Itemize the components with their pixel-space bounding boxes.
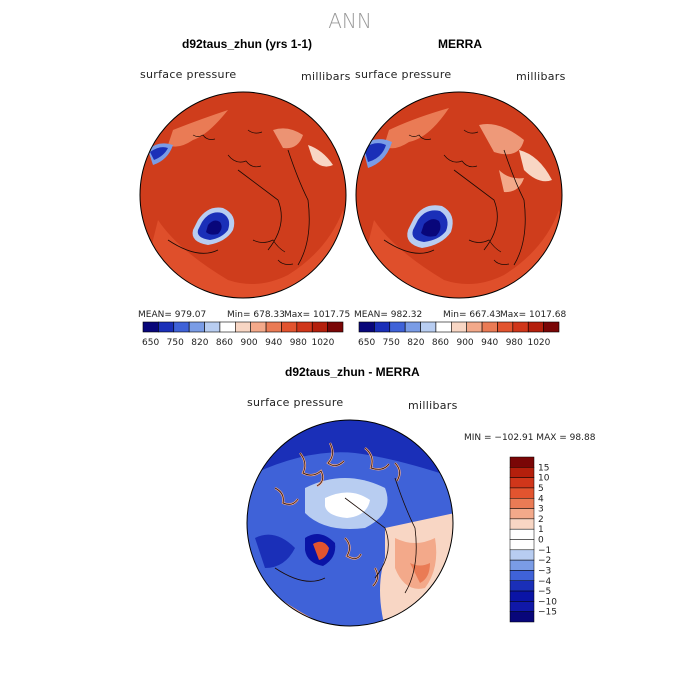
panel-2-max: Max= 1017.68 — [500, 310, 567, 320]
panel-1-colorbar-tick-label: 980 — [290, 338, 307, 348]
panel-3-colorbar-swatch — [509, 601, 535, 612]
panel-2-colorbar-tick-label: 900 — [456, 338, 473, 348]
panel-1-colorbar-tick-label: 1020 — [311, 338, 334, 348]
panel-2-colorbar-swatch — [404, 321, 421, 333]
panel-1-colorbar-swatch — [265, 321, 282, 333]
panel-1-polar-map — [139, 91, 347, 299]
panel-3-units-label: millibars — [408, 399, 458, 412]
panel-2-colorbar-swatch — [543, 321, 560, 333]
panel-1-colorbar-tick-label: 820 — [191, 338, 208, 348]
panel-1-colorbar-tick-label: 900 — [240, 338, 257, 348]
panel-2-units-label: millibars — [516, 70, 566, 83]
panel-1-colorbar-swatch — [281, 321, 298, 333]
panel-3-colorbar-tick-label: 3 — [538, 505, 544, 515]
panel-2-mean: MEAN= 982.32 — [354, 310, 423, 320]
panel-3-colorbar-tick-label: −5 — [538, 587, 551, 597]
panel-3-colorbar-swatch — [509, 498, 535, 509]
panel-2-colorbar-swatch — [466, 321, 483, 333]
panel-1-colorbar-swatch — [158, 321, 175, 333]
panel-1-mean: MEAN= 979.07 — [138, 310, 207, 320]
panel-1-variable-label: surface pressure — [140, 68, 237, 81]
panel-2-colorbar-tick-label: 860 — [432, 338, 449, 348]
panel-1-colorbar-swatch — [219, 321, 236, 333]
panel-2-colorbar-swatch — [389, 321, 406, 333]
panel-3-colorbar-swatch — [509, 549, 535, 561]
panel-2-colorbar-swatch — [527, 321, 544, 333]
panel-2-colorbar-tick-label: 650 — [358, 338, 375, 348]
panel-1-colorbar-tick-label: 750 — [167, 338, 184, 348]
panel-3-colorbar-tick-label: −15 — [538, 608, 557, 618]
panel-1-colorbar-tick-label: 940 — [265, 338, 282, 348]
panel-1-colorbar-swatch — [142, 321, 159, 333]
panel-3-colorbar-tick-label: −4 — [538, 577, 552, 587]
panel-3-colorbar-tick-label: 10 — [538, 474, 550, 484]
panel-2-colorbar-tick-label: 1020 — [527, 338, 550, 348]
panel-2-polar-map — [355, 91, 563, 299]
panel-3-colorbar-swatch — [509, 477, 535, 489]
panel-1-colorbar: 650 750 820 860 900 940 980 1020 — [142, 321, 344, 348]
panel-2-colorbar-tick-label: 980 — [506, 338, 523, 348]
panel-1-colorbar-swatch — [204, 321, 221, 333]
panel-3-colorbar-swatch — [509, 570, 535, 581]
panel-1-colorbar-swatch — [327, 321, 344, 333]
panel-3-colorbar-swatch — [509, 528, 535, 540]
panel-1-colorbar-tick-label: 860 — [216, 338, 233, 348]
panel-2-colorbar-swatch — [512, 321, 529, 333]
panel-1-colorbar-swatch — [188, 321, 205, 333]
panel-1-units-label: millibars — [301, 70, 351, 83]
panel-2-colorbar-swatch — [358, 321, 375, 333]
panel-3-colorbar-tick-label: −3 — [538, 566, 551, 576]
panel-3-colorbar-tick-label: 5 — [538, 484, 544, 494]
panel-3-variable-label: surface pressure — [247, 396, 344, 409]
panel-3-colorbar-tick-label: 2 — [538, 515, 544, 525]
panel-2-colorbar-swatch — [435, 321, 452, 333]
panel-3-polar-map — [246, 419, 454, 627]
panel-2-colorbar: 650 750 820 860 900 940 980 1020 — [358, 321, 560, 348]
panel-2-title: MERRA — [438, 37, 482, 51]
panel-3-colorbar-tick-label: 0 — [538, 536, 544, 546]
panel-3-colorbar-swatch — [509, 487, 535, 499]
panel-3-colorbar-tick-label: 1 — [538, 525, 544, 535]
panel-3-colorbar-swatch — [509, 467, 535, 478]
panel-3-colorbar-swatch — [509, 559, 535, 571]
panel-1-colorbar-swatch — [311, 321, 328, 333]
panel-2-colorbar-tick-label: 940 — [481, 338, 498, 348]
panel-1-max: Max= 1017.75 — [284, 310, 351, 320]
panel-3-colorbar-swatch — [509, 539, 535, 551]
panel-1-colorbar-swatch — [296, 321, 313, 333]
panel-1-colorbar-swatch — [250, 321, 267, 333]
page-title: ANN — [328, 9, 372, 33]
panel-3-colorbar-tick-label: −2 — [538, 556, 551, 566]
panel-2-colorbar-tick-label: 750 — [383, 338, 400, 348]
panel-1-min: Min= 678.33 — [227, 310, 285, 320]
panel-2-variable-label: surface pressure — [355, 68, 452, 81]
panel-3-colorbar-swatch — [509, 580, 535, 592]
panel-3-colorbar-swatch — [509, 611, 535, 623]
panel-2-colorbar-swatch — [497, 321, 514, 333]
panel-3-colorbar-swatch — [509, 518, 535, 530]
panel-2-colorbar-tick-label: 820 — [407, 338, 424, 348]
panel-3-colorbar-swatch — [509, 590, 535, 602]
panel-1-colorbar-swatch — [173, 321, 190, 333]
panel-2-colorbar-swatch — [420, 321, 437, 333]
panel-3-title: d92taus_zhun - MERRA — [285, 365, 420, 379]
panel-1-colorbar-swatch — [235, 321, 251, 333]
panel-2-colorbar-swatch — [451, 321, 467, 333]
panel-3-colorbar-tick-label: −1 — [538, 546, 551, 556]
panel-3-minmax: MIN = −102.91 MAX = 98.88 — [464, 433, 596, 443]
panel-1-colorbar-tick-label: 650 — [142, 338, 159, 348]
panel-2-colorbar-swatch — [374, 321, 391, 333]
panel-1-title: d92taus_zhun (yrs 1-1) — [182, 37, 313, 51]
panel-2-min: Min= 667.43 — [443, 310, 501, 320]
panel-3-colorbar-swatch — [509, 508, 535, 520]
panel-3-colorbar-tick-label: 4 — [538, 494, 544, 504]
panel-3-colorbar-tick-label: −10 — [538, 597, 557, 607]
panel-3-colorbar-swatch — [509, 456, 535, 468]
panel-3-colorbar-tick-label: 15 — [538, 463, 549, 473]
panel-2-colorbar-swatch — [481, 321, 498, 333]
